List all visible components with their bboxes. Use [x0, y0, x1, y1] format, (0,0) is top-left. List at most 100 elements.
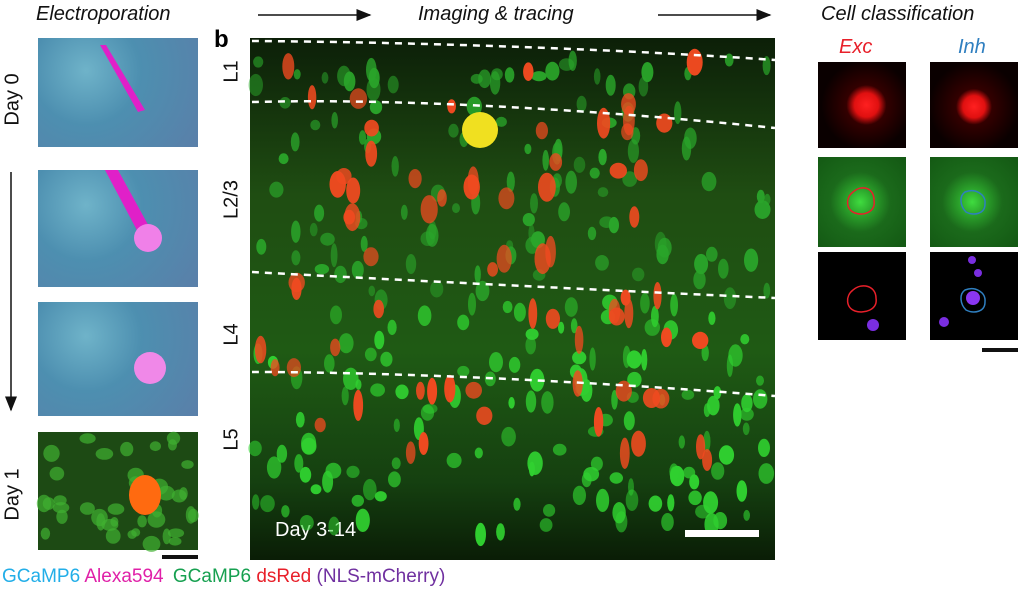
cell: [689, 474, 700, 490]
cell: [633, 159, 648, 182]
cell: [701, 344, 709, 362]
image-day0: [38, 38, 198, 147]
legend-entry: GCaMP6: [172, 566, 252, 587]
cell: [758, 438, 770, 457]
cell: [253, 56, 264, 68]
cell: [474, 265, 481, 284]
cell: [422, 403, 438, 414]
cell: [328, 516, 340, 536]
cell: [418, 432, 429, 455]
cell: [597, 187, 609, 198]
cell: [475, 280, 490, 302]
cell: [107, 503, 125, 515]
cell: [545, 61, 560, 81]
cell: [168, 439, 177, 451]
cell: [278, 153, 289, 165]
cell: [358, 130, 367, 145]
cell: [543, 504, 556, 517]
outline-inh: [960, 288, 986, 313]
traced-cell: [462, 112, 498, 148]
nucleus: [966, 291, 980, 305]
cell: [370, 383, 385, 397]
cell: [623, 411, 635, 431]
cell: [632, 267, 645, 282]
cell: [628, 478, 634, 496]
cell: [334, 265, 347, 284]
nucleus: [968, 256, 976, 264]
cell: [596, 488, 610, 512]
pipette: [100, 45, 145, 112]
cell: [525, 336, 536, 355]
cell: [269, 181, 284, 198]
cell: [681, 136, 692, 161]
inh-red: [930, 62, 1018, 148]
cell: [79, 502, 95, 515]
cell: [329, 171, 346, 198]
cell: [374, 330, 385, 350]
cell: [291, 220, 301, 243]
cell: [549, 153, 563, 171]
cell: [590, 456, 603, 471]
cell: [468, 292, 476, 316]
cell: [653, 282, 662, 310]
cell: [387, 319, 397, 335]
cell: [446, 452, 462, 469]
cell: [134, 224, 162, 252]
cell: [688, 490, 702, 506]
cell: [724, 53, 734, 67]
pipette: [105, 170, 152, 236]
cell: [374, 491, 387, 502]
cell: [188, 508, 199, 523]
cell: [627, 371, 642, 388]
cell: [619, 437, 630, 469]
cell: [605, 74, 616, 96]
cell: [609, 472, 623, 484]
cell: [343, 71, 356, 92]
cell: [181, 460, 194, 469]
cell: [565, 170, 577, 194]
cell: [314, 264, 330, 275]
cell: [743, 509, 750, 521]
cell: [276, 444, 288, 463]
panel-label: b: [214, 26, 229, 53]
cell: [321, 72, 329, 84]
cell: [513, 302, 526, 322]
cell: [270, 359, 280, 377]
cell: [523, 62, 534, 81]
cell: [573, 156, 586, 173]
cell: [764, 193, 771, 206]
cell: [301, 437, 317, 455]
cell: [558, 58, 575, 71]
cell: [740, 407, 754, 421]
cell: [620, 289, 631, 306]
cell: [694, 253, 709, 275]
cell: [168, 537, 182, 546]
cell: [496, 244, 512, 273]
cell: [513, 497, 521, 511]
cell: [363, 478, 377, 501]
cell: [373, 299, 385, 319]
cell: [489, 71, 501, 95]
legend: GCaMP6 Alexa594 GCaMP6 dsRed (NLS-mCherr…: [2, 566, 445, 588]
cell: [740, 334, 750, 345]
cell: [622, 171, 638, 187]
cell: [341, 386, 349, 406]
cell: [105, 528, 121, 544]
cell: [52, 502, 70, 514]
cell: [324, 354, 335, 373]
scale-bar: [982, 348, 1018, 352]
cell: [674, 101, 682, 125]
cell: [708, 311, 716, 325]
cell: [525, 328, 539, 340]
cell: [256, 238, 267, 255]
cell: [286, 358, 301, 378]
cell: [753, 389, 768, 409]
cell: [322, 470, 334, 493]
cell: [279, 97, 291, 109]
cell: [597, 107, 611, 139]
cell: [448, 123, 459, 138]
cell: [495, 116, 507, 127]
cell: [307, 85, 317, 110]
cell: [640, 292, 650, 314]
